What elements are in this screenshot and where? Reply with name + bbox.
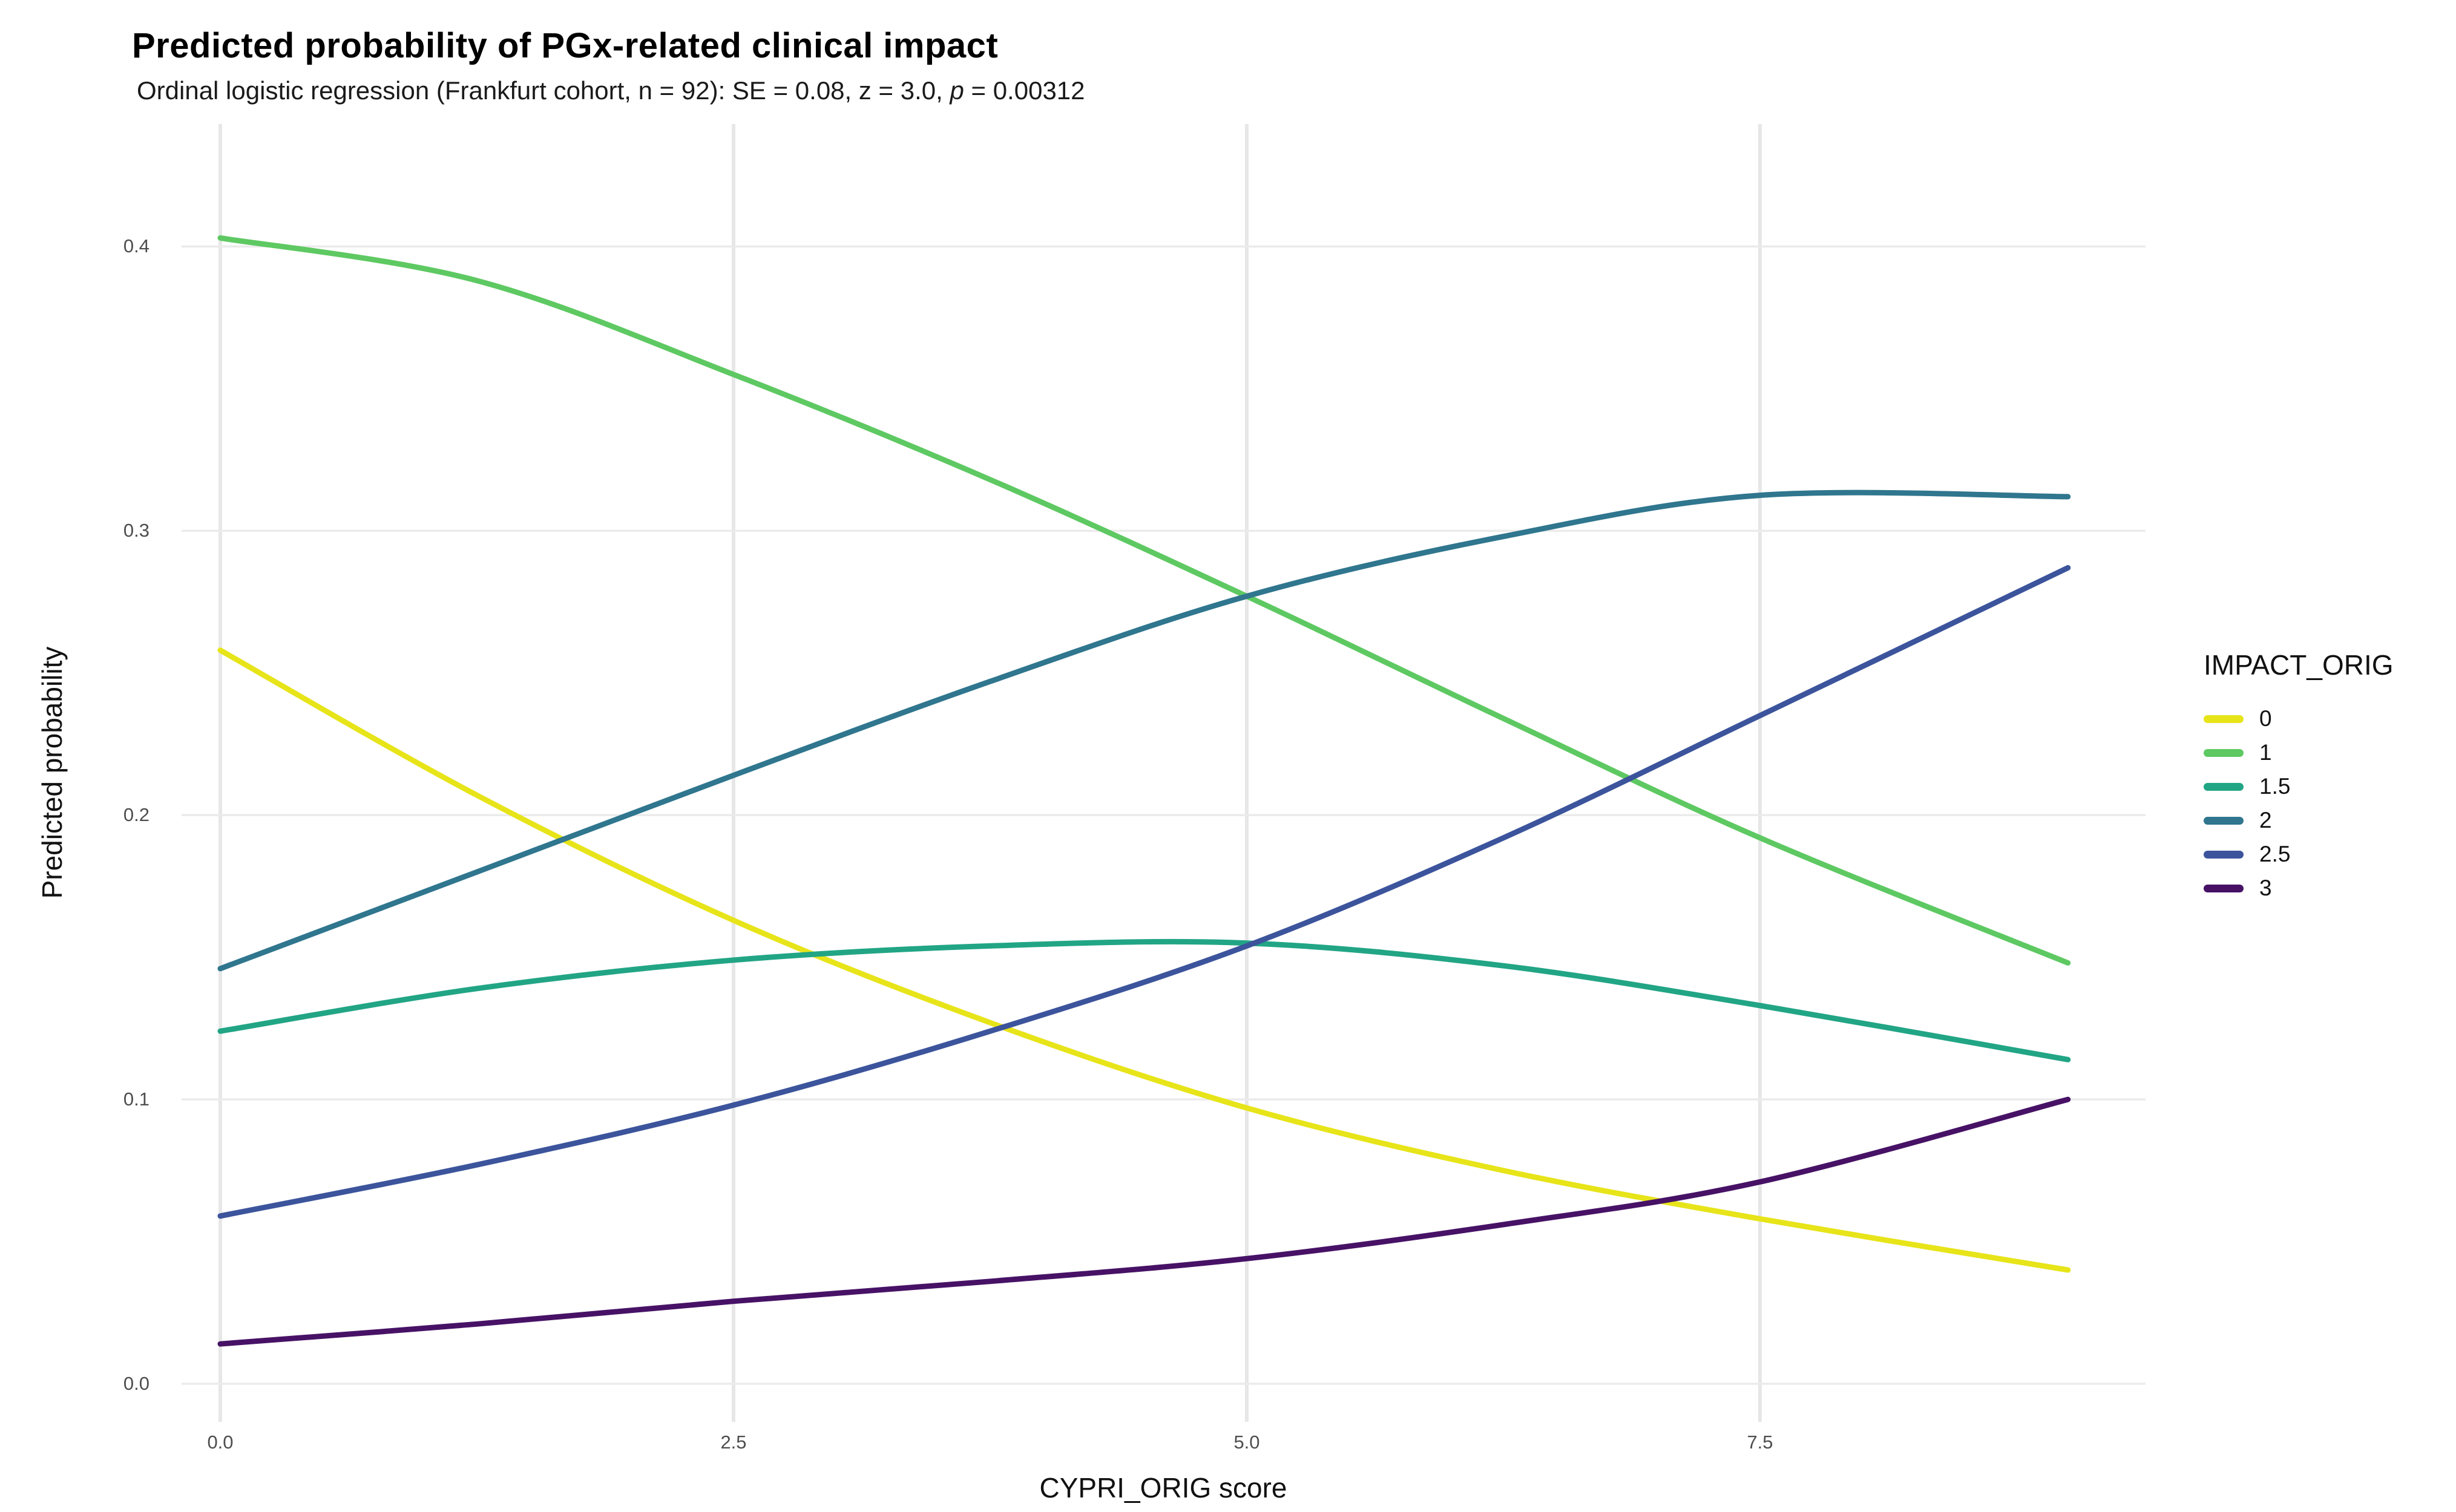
gridlines bbox=[182, 124, 2146, 1422]
legend-label: 0 bbox=[2259, 706, 2272, 731]
legend-key-swatch bbox=[2204, 884, 2244, 892]
subtitle-p-symbol: p bbox=[950, 76, 964, 105]
series-line-0 bbox=[217, 647, 2071, 1273]
legend: IMPACT_ORIG 0 1 1.5 2 2.5 3 bbox=[2204, 649, 2446, 905]
x-tick-label: 2.5 bbox=[720, 1432, 747, 1453]
y-tick-label: 0.0 bbox=[123, 1373, 149, 1394]
subtitle-text: Ordinal logistic regression (Frankfurt c… bbox=[137, 76, 950, 105]
legend-entries: 0 1 1.5 2 2.5 3 bbox=[2204, 702, 2446, 905]
legend-entry-1: 1 bbox=[2204, 736, 2446, 770]
legend-entry-2.5: 2.5 bbox=[2204, 837, 2446, 871]
legend-label: 2 bbox=[2259, 808, 2272, 833]
y-tick-label: 0.2 bbox=[123, 804, 149, 826]
x-tick-label: 0.0 bbox=[207, 1432, 234, 1453]
y-axis-title: Predicted probability bbox=[36, 646, 68, 899]
probability-curves bbox=[217, 235, 2071, 1347]
x-tick-label: 7.5 bbox=[1747, 1432, 1773, 1453]
series-line-3 bbox=[217, 1096, 2071, 1347]
legend-key-swatch bbox=[2204, 715, 2244, 723]
x-tick-label: 5.0 bbox=[1233, 1432, 1260, 1453]
series-line-1 bbox=[217, 235, 2071, 966]
legend-entry-2: 2 bbox=[2204, 803, 2446, 837]
series-line-1.5 bbox=[217, 938, 2071, 1062]
legend-label: 2.5 bbox=[2259, 842, 2291, 866]
series-line-2 bbox=[217, 489, 2071, 972]
legend-label: 3 bbox=[2259, 875, 2272, 900]
legend-key-swatch bbox=[2204, 748, 2244, 757]
legend-title: IMPACT_ORIG bbox=[2204, 649, 2394, 681]
legend-entry-0: 0 bbox=[2204, 702, 2446, 736]
chart-title: Predicted probability of PGx-related cli… bbox=[132, 26, 999, 65]
legend-entry-3: 3 bbox=[2204, 871, 2446, 905]
chart-subtitle: Ordinal logistic regression (Frankfurt c… bbox=[137, 76, 1085, 105]
legend-label: 1 bbox=[2259, 740, 2272, 765]
subtitle-pvalue: = 0.00312 bbox=[964, 76, 1085, 105]
y-tick-label: 0.4 bbox=[123, 235, 149, 257]
x-axis-title: CYPRI_ORIG score bbox=[1039, 1472, 1287, 1504]
y-tick-label: 0.1 bbox=[123, 1088, 149, 1110]
legend-key-swatch bbox=[2204, 816, 2244, 825]
y-tick-label: 0.3 bbox=[123, 520, 149, 542]
legend-key-swatch bbox=[2204, 782, 2244, 791]
legend-key-swatch bbox=[2204, 850, 2244, 859]
legend-entry-1.5: 1.5 bbox=[2204, 770, 2446, 803]
legend-label: 1.5 bbox=[2259, 774, 2291, 799]
series-line-2.5 bbox=[217, 565, 2071, 1219]
